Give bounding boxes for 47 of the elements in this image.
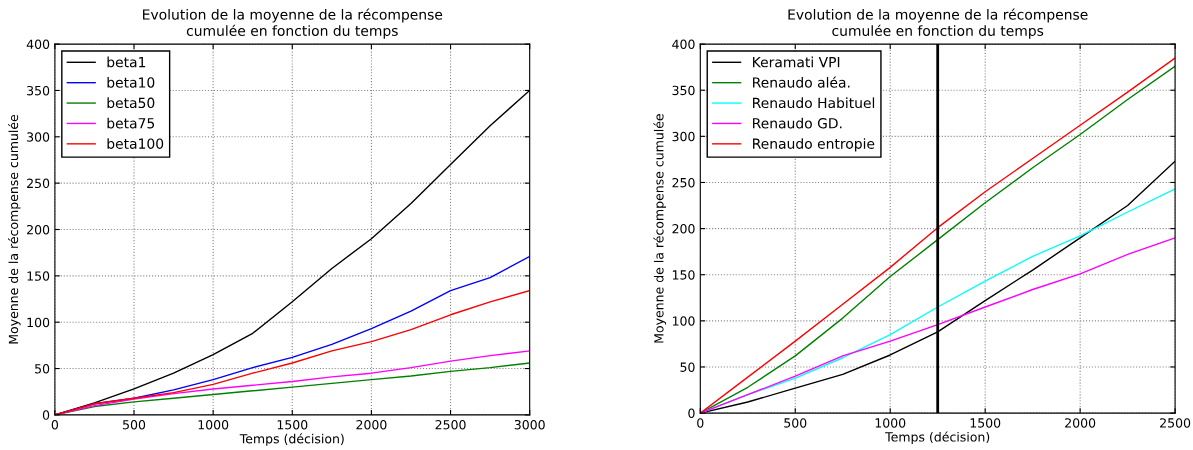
legend-label: Renaudo entropie (753, 138, 875, 152)
y-tick-label: 300 (672, 131, 695, 142)
y-tick-label: 150 (672, 270, 695, 280)
x-tick-label: 500 (784, 418, 807, 428)
y-tick-label: 350 (672, 85, 695, 96)
y-tick-label: 300 (27, 132, 50, 142)
x-axis-title: Temps (décision) (885, 431, 990, 445)
y-tick-label: 0 (42, 410, 50, 420)
x-tick-label: 2500 (1160, 418, 1191, 428)
y-tick-label: 100 (27, 317, 50, 328)
chart-title: Evolution de la moyenne de la récompense cumulée en fonction du temps (143, 8, 443, 39)
legend-label: beta1 (107, 56, 146, 68)
x-tick-label: 1500 (970, 418, 1001, 428)
y-tick-label: 200 (672, 224, 695, 234)
x-tick-label: 0 (697, 418, 704, 428)
y-tick-label: 250 (672, 177, 695, 188)
y-tick-label: 400 (26, 39, 50, 50)
legend-label: Renaudo Habituel (753, 97, 875, 109)
x-tick-label: 1000 (198, 419, 229, 430)
legend-label: beta75 (107, 117, 155, 129)
y-axis-title: Moyenne de la récompense cumulée (8, 114, 21, 344)
legend-label: beta50 (107, 97, 155, 109)
x-tick-label: 1000 (875, 418, 906, 428)
legend-label: Renaudo aléa. (753, 76, 850, 88)
x-tick-label: 1500 (277, 419, 308, 430)
legend-label: beta100 (107, 138, 164, 149)
x-tick-label: 2000 (1065, 418, 1096, 428)
y-tick-label: 0 (688, 408, 695, 419)
x-axis-title: Temps (décision) (239, 433, 344, 446)
x-tick-label: 0 (51, 419, 59, 430)
y-tick-label: 50 (35, 364, 50, 374)
legend-label: Renaudo GD. (753, 117, 842, 129)
y-tick-label: 50 (680, 362, 695, 372)
y-tick-label: 250 (27, 178, 50, 189)
legend-label: Keramati VPI (753, 56, 840, 68)
y-tick-label: 150 (27, 271, 50, 281)
y-tick-label: 350 (27, 85, 50, 96)
y-axis-title: Moyenne de la récompense cumulée (653, 114, 667, 343)
y-tick-label: 100 (672, 316, 695, 326)
x-tick-label: 2000 (356, 419, 387, 430)
x-tick-label: 2500 (435, 419, 466, 430)
y-tick-label: 400 (672, 39, 695, 50)
x-tick-label: 500 (123, 419, 146, 430)
x-tick-label: 3000 (514, 419, 545, 430)
legend-label: beta10 (107, 76, 155, 88)
y-tick-label: 200 (27, 224, 50, 235)
chart-title: Evolution de la moyenne de la récompense cumulée en fonction du temps (788, 8, 1088, 39)
